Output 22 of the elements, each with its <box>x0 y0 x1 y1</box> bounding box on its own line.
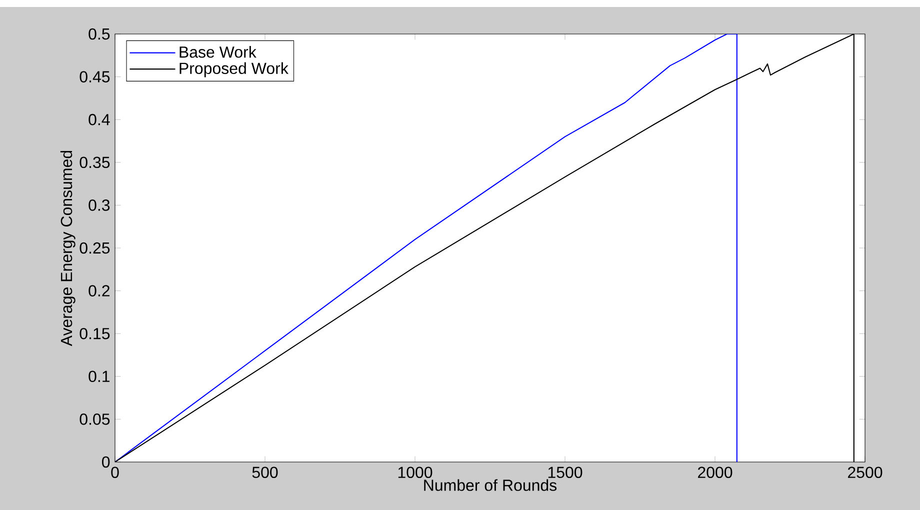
line-series <box>115 34 738 462</box>
x-tick-label: 500 <box>252 466 278 478</box>
y-tick-label: 0.3 <box>88 200 110 211</box>
y-tick-label: 0.5 <box>88 28 110 40</box>
y-tick-label: 0.25 <box>80 242 110 254</box>
y-axis-title: Average Energy Consumed <box>60 150 76 346</box>
y-tick-label: 0.35 <box>80 156 110 168</box>
y-tick-label: 0.2 <box>88 285 110 296</box>
y-tick-label: 0 <box>102 456 110 468</box>
x-tick-label: 1000 <box>398 466 432 478</box>
y-tick-label: 0.4 <box>88 114 110 126</box>
x-tick-label: 2500 <box>848 466 882 478</box>
x-axis-title: Number of Rounds <box>424 479 557 491</box>
legend-label: Base Work <box>180 46 256 58</box>
x-tick-label: 0 <box>111 466 119 478</box>
y-tick-label: 0.15 <box>80 328 110 340</box>
y-tick-label: 0.05 <box>80 414 110 425</box>
x-tick-label: 1500 <box>548 466 582 478</box>
x-tick-label: 2000 <box>698 466 732 478</box>
y-tick-label: 0.45 <box>80 71 110 82</box>
y-tick-label: 0.1 <box>88 370 110 382</box>
legend-label: Proposed Work <box>180 62 288 78</box>
